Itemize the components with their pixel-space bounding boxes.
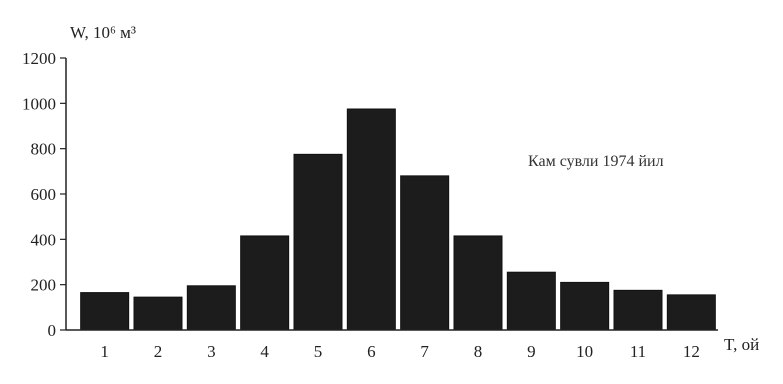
bar-month-3 [186,285,236,331]
bar-month-6 [346,108,396,331]
x-tick-label: 1 [100,342,109,361]
y-tick-label: 0 [48,321,57,340]
bar-month-2 [133,296,183,331]
bar-month-9 [506,271,556,331]
x-tick-label: 2 [154,342,163,361]
bar-month-1 [80,292,130,331]
x-ticks-group: 1 2 3 4 5 6 7 8 9 10 11 12 [100,342,699,361]
bars-group [80,108,716,331]
bar-month-4 [240,235,290,331]
x-tick-label: 4 [260,342,269,361]
x-tick-label: 3 [207,342,216,361]
y-axis-title: W, 10⁶ м³ [70,23,136,42]
x-tick-label: 10 [576,342,593,361]
y-tick-label: 1000 [22,94,56,113]
y-ticks-group: 0 200 400 600 800 1000 1200 [22,49,66,340]
x-tick-label: 11 [630,342,646,361]
x-tick-label: 12 [683,342,700,361]
bar-month-7 [400,175,450,331]
y-tick-label: 600 [31,185,57,204]
x-axis-title: T, ой [724,335,759,354]
y-tick-label: 400 [31,230,57,249]
y-tick-label: 800 [31,140,57,159]
bar-month-5 [293,153,343,331]
chart-annotation: Кам сувли 1974 йил [528,153,664,170]
bar-month-12 [666,294,716,331]
x-tick-label: 7 [420,342,429,361]
y-tick-label: 200 [31,276,57,295]
y-tick-label: 1200 [22,49,56,68]
x-tick-label: 6 [367,342,376,361]
x-tick-label: 5 [314,342,323,361]
bar-month-10 [560,281,610,331]
bar-month-11 [613,289,663,331]
x-tick-label: 9 [527,342,536,361]
x-tick-label: 8 [474,342,483,361]
bar-month-8 [453,235,503,331]
